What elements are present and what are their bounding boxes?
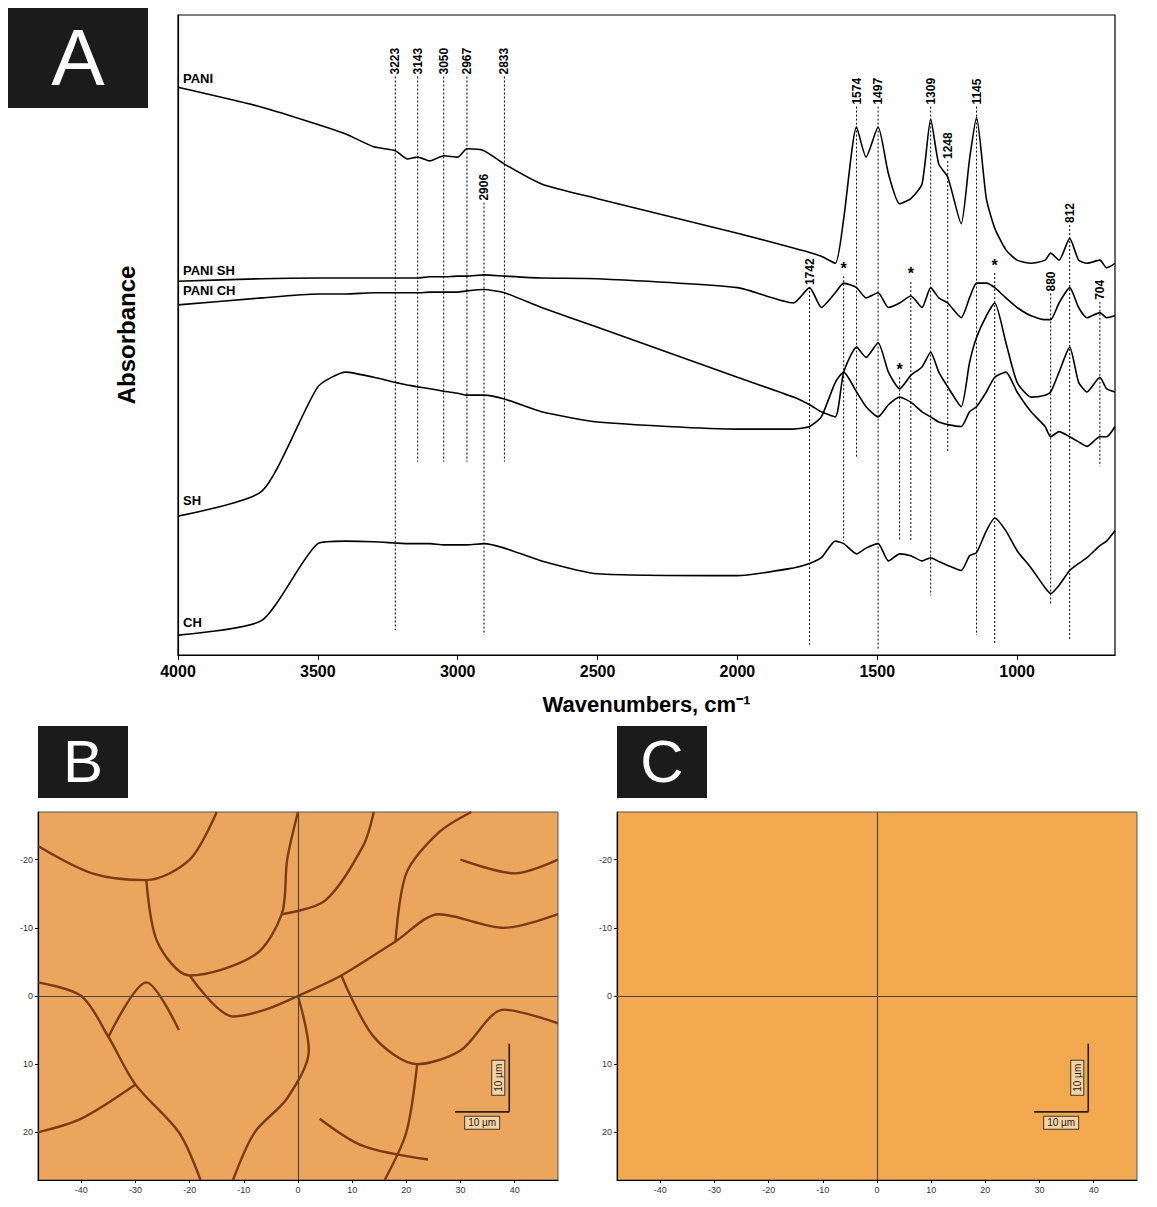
svg-text:10 µm: 10 µm	[1047, 1117, 1075, 1128]
svg-text:1000: 1000	[999, 663, 1035, 680]
svg-text:CH: CH	[183, 615, 202, 630]
svg-text:20: 20	[980, 1185, 990, 1195]
svg-text:-20: -20	[20, 855, 33, 865]
svg-text:1742: 1742	[803, 258, 817, 285]
svg-text:10: 10	[602, 1059, 612, 1069]
svg-text:1145: 1145	[970, 78, 984, 104]
svg-text:40: 40	[510, 1185, 520, 1195]
svg-text:PANI: PANI	[183, 71, 213, 86]
svg-text:4000: 4000	[160, 663, 196, 680]
svg-text:40: 40	[1089, 1185, 1099, 1195]
svg-text:2967: 2967	[460, 47, 474, 74]
svg-text:10 µm: 10 µm	[1072, 1064, 1083, 1092]
svg-text:704: 704	[1093, 279, 1107, 299]
svg-text:-20: -20	[599, 855, 612, 865]
svg-text:PANI CH: PANI CH	[183, 283, 235, 298]
svg-text:-10: -10	[237, 1185, 250, 1195]
svg-text:30: 30	[455, 1185, 465, 1195]
svg-text:-10: -10	[816, 1185, 829, 1195]
svg-text:SH: SH	[183, 493, 201, 508]
svg-text:0: 0	[28, 991, 33, 1001]
svg-text:1500: 1500	[859, 663, 895, 680]
svg-text:10 µm: 10 µm	[493, 1064, 504, 1092]
svg-text:-30: -30	[708, 1185, 721, 1195]
svg-text:3143: 3143	[411, 47, 425, 74]
svg-text:0: 0	[607, 991, 612, 1001]
svg-text:10: 10	[347, 1185, 357, 1195]
svg-text:-10: -10	[20, 923, 33, 933]
svg-text:812: 812	[1063, 203, 1077, 223]
svg-text:10: 10	[23, 1059, 33, 1069]
svg-text:2833: 2833	[497, 47, 511, 74]
svg-text:20: 20	[401, 1185, 411, 1195]
svg-text:10 µm: 10 µm	[468, 1117, 496, 1128]
svg-text:*: *	[841, 260, 848, 277]
svg-text:3000: 3000	[440, 663, 476, 680]
svg-text:3500: 3500	[300, 663, 336, 680]
svg-text:PANI SH: PANI SH	[183, 263, 235, 278]
svg-text:-40: -40	[75, 1185, 88, 1195]
svg-text:-30: -30	[129, 1185, 142, 1195]
svg-text:20: 20	[23, 1127, 33, 1137]
svg-text:1574: 1574	[850, 78, 864, 105]
svg-text:3050: 3050	[437, 47, 451, 74]
svg-text:Absorbance: Absorbance	[113, 266, 140, 405]
svg-text:2500: 2500	[580, 663, 616, 680]
svg-text:-20: -20	[183, 1185, 196, 1195]
svg-text:2000: 2000	[720, 663, 756, 680]
svg-text:-40: -40	[654, 1185, 667, 1195]
svg-text:1248: 1248	[941, 132, 955, 159]
svg-text:*: *	[897, 361, 904, 378]
svg-text:Wavenumbers, cm⁻¹: Wavenumbers, cm⁻¹	[543, 692, 751, 717]
svg-text:2906: 2906	[477, 174, 491, 201]
svg-text:20: 20	[602, 1127, 612, 1137]
svg-text:-10: -10	[599, 923, 612, 933]
svg-text:30: 30	[1034, 1185, 1044, 1195]
html-text:C: C	[640, 728, 684, 795]
svg-text:1497: 1497	[871, 78, 885, 105]
svg-text:880: 880	[1044, 271, 1058, 291]
svg-text:0: 0	[874, 1185, 879, 1195]
svg-text:*: *	[992, 257, 999, 274]
html-text:B: B	[63, 728, 103, 795]
svg-text:3223: 3223	[388, 47, 402, 74]
svg-text:1309: 1309	[924, 78, 938, 105]
svg-text:*: *	[908, 265, 915, 282]
html-text:A: A	[51, 13, 105, 102]
svg-text:0: 0	[295, 1185, 300, 1195]
svg-text:10: 10	[926, 1185, 936, 1195]
svg-text:-20: -20	[762, 1185, 775, 1195]
